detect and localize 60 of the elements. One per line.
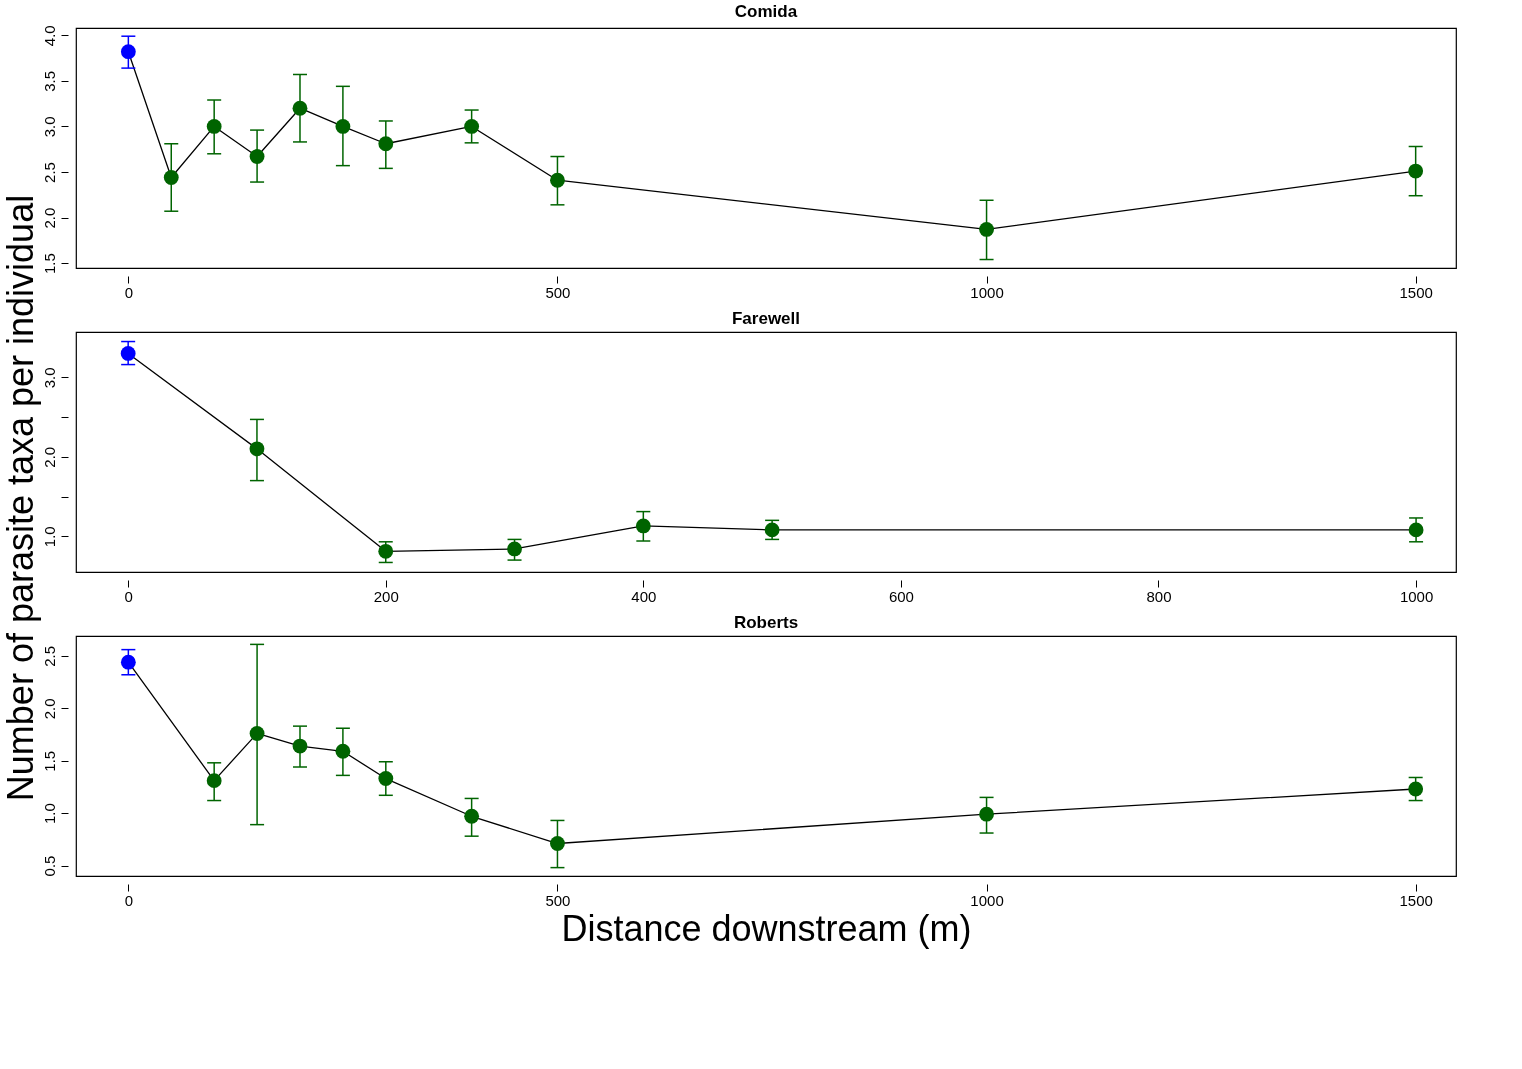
x-tick-label: 800 <box>1146 587 1172 605</box>
point <box>378 543 394 559</box>
x-tick-label: 500 <box>545 283 571 301</box>
point <box>163 170 179 185</box>
y-tick-label: 1.0 <box>40 803 58 825</box>
point <box>120 44 136 60</box>
y-tick-label: 3.0 <box>40 116 58 138</box>
point <box>464 119 480 134</box>
point <box>550 836 565 851</box>
point <box>206 119 222 134</box>
point <box>249 441 265 457</box>
point <box>206 773 222 789</box>
x-tick-label: 200 <box>373 587 399 605</box>
point <box>120 346 136 361</box>
point <box>1408 163 1424 179</box>
point <box>335 119 351 134</box>
x-tick-label: 0 <box>124 283 134 301</box>
point <box>249 726 265 741</box>
y-tick-label: 0.5 <box>40 855 58 877</box>
point <box>378 771 394 786</box>
x-tick-label: 400 <box>631 587 657 605</box>
y-tick-label: 3.0 <box>40 367 58 389</box>
chart-title: Comida <box>734 1 798 21</box>
y-tick-label: 1.5 <box>40 253 58 275</box>
y-tick-label: 4.0 <box>40 25 58 47</box>
y-tick-label: 2.0 <box>40 698 58 720</box>
point <box>979 222 994 237</box>
y-tick-label: 1.0 <box>40 526 58 548</box>
x-axis-title: Distance downstream (m) <box>561 907 972 949</box>
x-tick-label: 1500 <box>1399 891 1433 909</box>
point <box>507 541 522 557</box>
point <box>1408 781 1424 797</box>
point <box>292 100 308 116</box>
point <box>378 136 394 152</box>
x-tick-label: 1500 <box>1399 283 1433 301</box>
y-tick-label: 3.5 <box>40 70 58 92</box>
point <box>335 743 351 759</box>
point <box>120 654 136 670</box>
point <box>550 172 565 188</box>
point <box>1408 522 1424 538</box>
x-tick-label: 1000 <box>970 283 1004 301</box>
x-tick-label: 0 <box>124 891 134 909</box>
y-tick-label: 1.5 <box>40 750 58 772</box>
point <box>249 149 265 164</box>
x-tick-label: 1000 <box>1399 587 1434 605</box>
y-tick-label: 2.5 <box>40 162 58 183</box>
chart-title: Farewell <box>731 309 801 328</box>
x-tick-label: 1000 <box>970 891 1004 909</box>
x-tick-label: 500 <box>545 891 571 909</box>
point <box>635 518 651 534</box>
chart-title: Roberts <box>733 613 799 632</box>
point <box>979 806 994 822</box>
y-tick-label: 2.5 <box>40 645 58 667</box>
point <box>292 738 308 754</box>
y-axis-title: Number of parasite taxa per individual <box>0 194 41 802</box>
x-tick-label: 0 <box>124 587 133 605</box>
y-tick-label: 2.0 <box>40 207 58 229</box>
x-tick-label: 600 <box>888 587 914 605</box>
point <box>464 808 480 824</box>
y-tick-label: 2.0 <box>40 446 58 468</box>
